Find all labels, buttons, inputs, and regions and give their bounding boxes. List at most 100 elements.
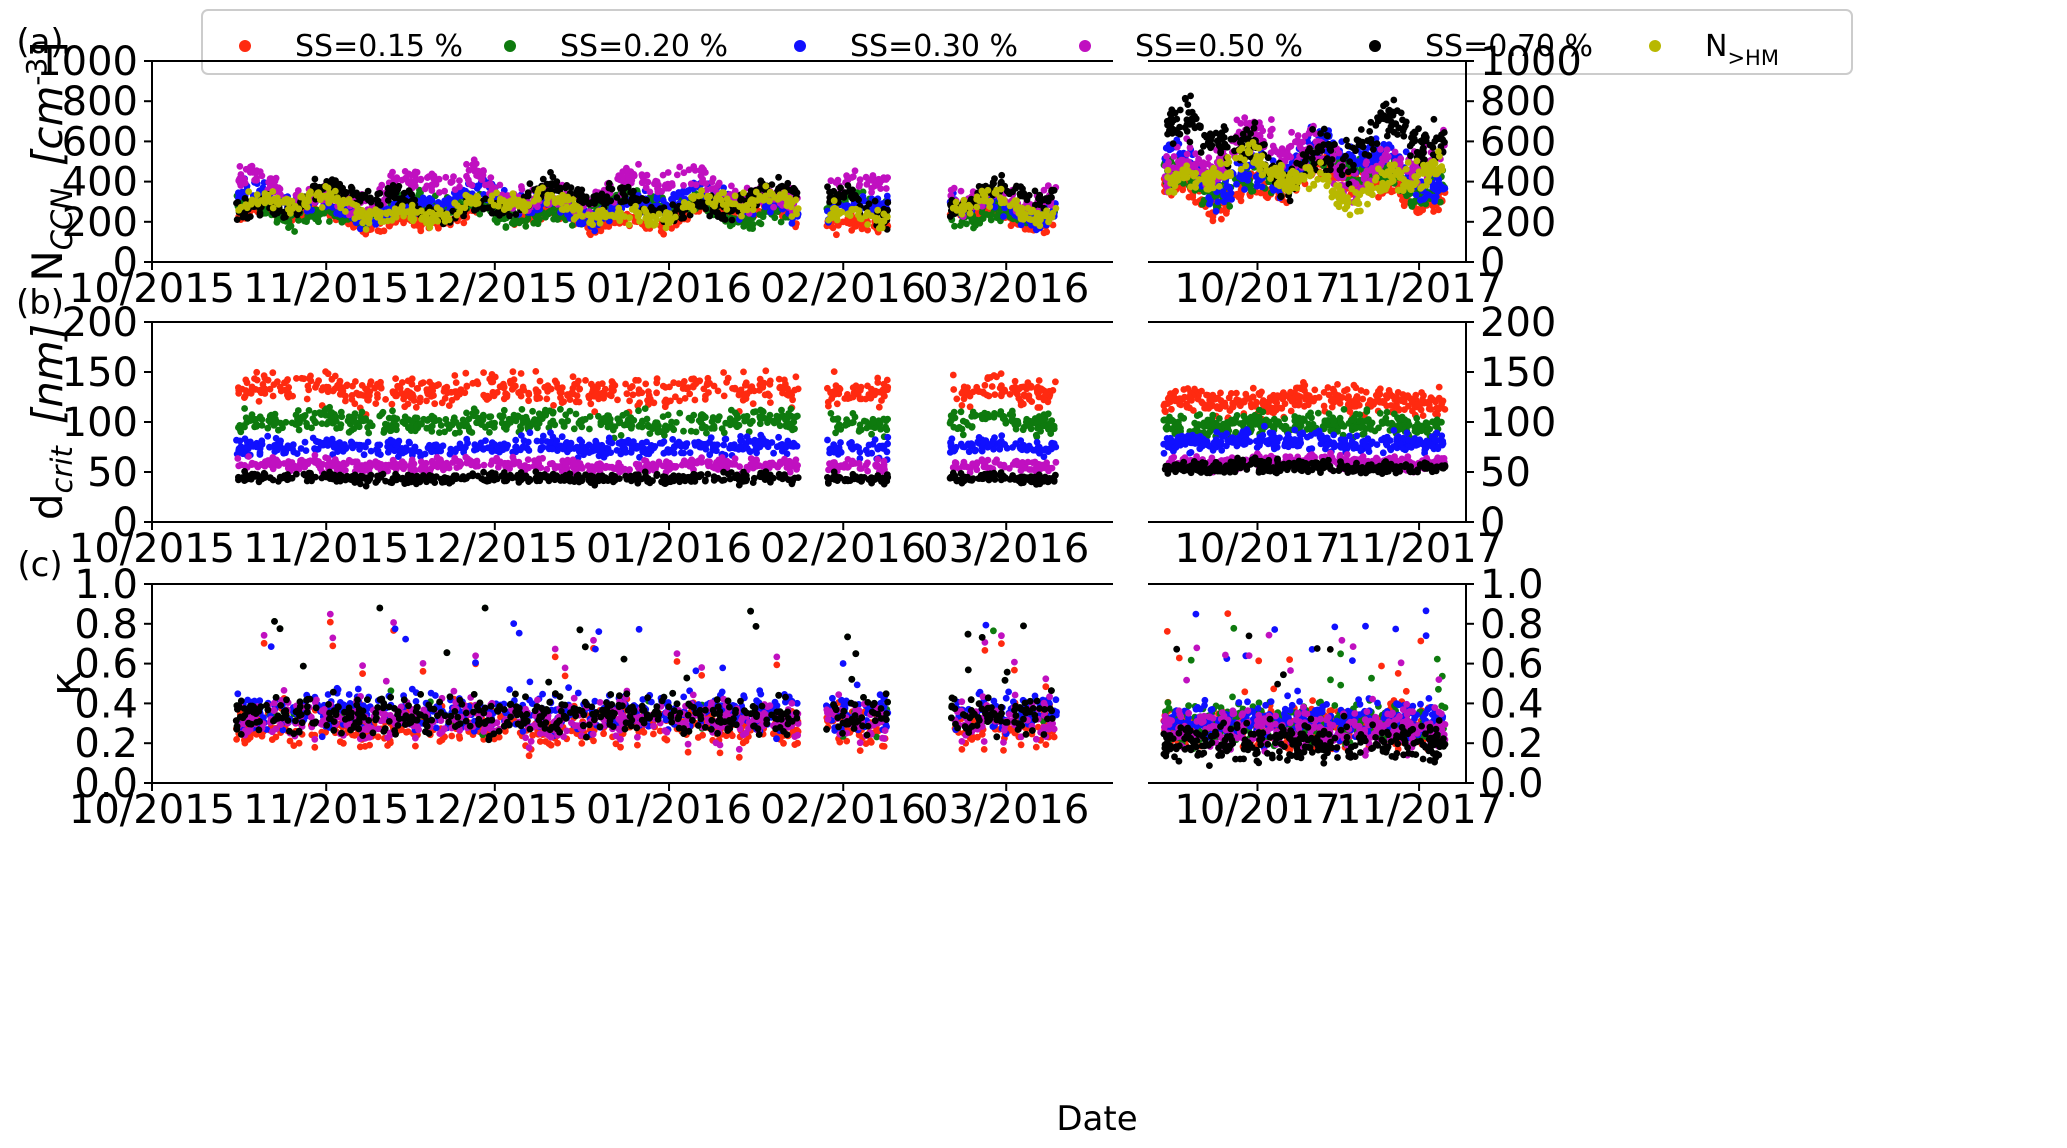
data-point <box>740 189 747 197</box>
data-point <box>474 193 482 201</box>
data-point <box>998 178 1005 186</box>
data-point <box>714 209 721 217</box>
data-point <box>284 205 292 213</box>
data-point <box>1268 116 1275 123</box>
data-point <box>615 172 623 180</box>
data-point <box>572 213 580 221</box>
data-point <box>322 183 329 190</box>
data-point <box>568 222 576 229</box>
data-point <box>487 174 495 182</box>
data-point <box>573 203 581 210</box>
legend-label-ss-0-70: SS=0.70 % <box>1425 29 1593 64</box>
data-point <box>1419 145 1427 152</box>
data-point <box>441 212 449 219</box>
data-point <box>1343 136 1350 144</box>
legend-label-ss-0-50: SS=0.50 % <box>1135 29 1303 64</box>
data-point <box>487 180 494 188</box>
y-tick-label-left: 200 <box>62 200 138 246</box>
data-point <box>511 217 519 225</box>
data-point <box>1406 142 1414 150</box>
data-point <box>966 209 974 217</box>
data-point <box>723 195 731 203</box>
data-point <box>605 184 613 192</box>
data-point <box>997 199 1005 207</box>
data-point <box>420 196 428 204</box>
data-point <box>1225 183 1232 191</box>
data-point <box>690 192 698 200</box>
data-point <box>591 200 598 207</box>
panel-label-a: (a) <box>16 22 63 62</box>
data-point <box>1399 116 1406 124</box>
data-point <box>757 220 765 228</box>
x-tick-label: 02/2016 <box>760 266 926 312</box>
data-point <box>596 219 604 227</box>
data-point <box>1163 153 1170 160</box>
data-point <box>347 183 355 191</box>
data-point <box>1362 160 1370 168</box>
data-point <box>668 225 675 232</box>
data-point <box>882 185 890 192</box>
data-point <box>1303 153 1310 161</box>
data-point <box>832 205 840 213</box>
data-point <box>521 207 529 215</box>
data-point <box>421 185 429 193</box>
data-point <box>973 203 981 211</box>
data-point <box>1381 115 1388 123</box>
data-point <box>235 206 243 214</box>
data-point <box>462 191 470 199</box>
data-point <box>1017 215 1025 223</box>
data-point <box>826 188 833 196</box>
data-point <box>298 192 306 200</box>
data-point <box>1188 108 1196 116</box>
data-point <box>1044 212 1052 220</box>
data-point <box>1391 148 1399 156</box>
data-point <box>333 210 340 217</box>
data-point <box>1306 145 1313 152</box>
data-point <box>766 188 774 196</box>
data-point <box>1167 123 1174 130</box>
data-point <box>1390 96 1398 104</box>
data-point <box>1183 127 1191 135</box>
data-point <box>558 196 566 204</box>
legend-entry-ss-0-20: SS=0.20 % <box>504 29 728 64</box>
data-point <box>1222 126 1229 133</box>
data-point <box>1396 159 1404 167</box>
data-point <box>1309 125 1316 133</box>
data-point <box>389 182 397 189</box>
data-point <box>719 201 727 208</box>
legend-marker-n-hm <box>1649 40 1661 52</box>
data-point <box>1220 143 1228 151</box>
data-point <box>573 188 580 196</box>
data-point <box>1383 132 1391 140</box>
data-point <box>1375 193 1382 201</box>
data-point <box>1201 131 1208 139</box>
data-point <box>236 163 244 170</box>
data-point <box>1346 158 1354 166</box>
data-point <box>362 226 370 233</box>
data-point <box>1170 117 1177 124</box>
data-point <box>1013 182 1020 190</box>
legend-entry-ss-0-50: SS=0.50 % <box>1079 29 1303 64</box>
data-point <box>524 215 532 223</box>
data-point <box>1212 207 1220 215</box>
data-point <box>500 197 507 204</box>
data-point <box>411 173 419 180</box>
data-point <box>676 163 684 171</box>
data-point <box>1241 186 1248 193</box>
data-point <box>706 212 714 220</box>
data-point <box>1025 191 1033 199</box>
data-point <box>766 197 773 205</box>
data-point <box>1368 140 1376 147</box>
data-point <box>280 214 287 221</box>
data-point <box>1209 217 1217 225</box>
data-point <box>326 218 333 225</box>
data-point <box>500 206 508 214</box>
data-point <box>953 207 961 214</box>
data-point <box>560 206 567 214</box>
data-point <box>241 179 249 187</box>
data-point <box>868 212 875 220</box>
data-point <box>792 196 800 204</box>
data-point <box>276 198 284 206</box>
